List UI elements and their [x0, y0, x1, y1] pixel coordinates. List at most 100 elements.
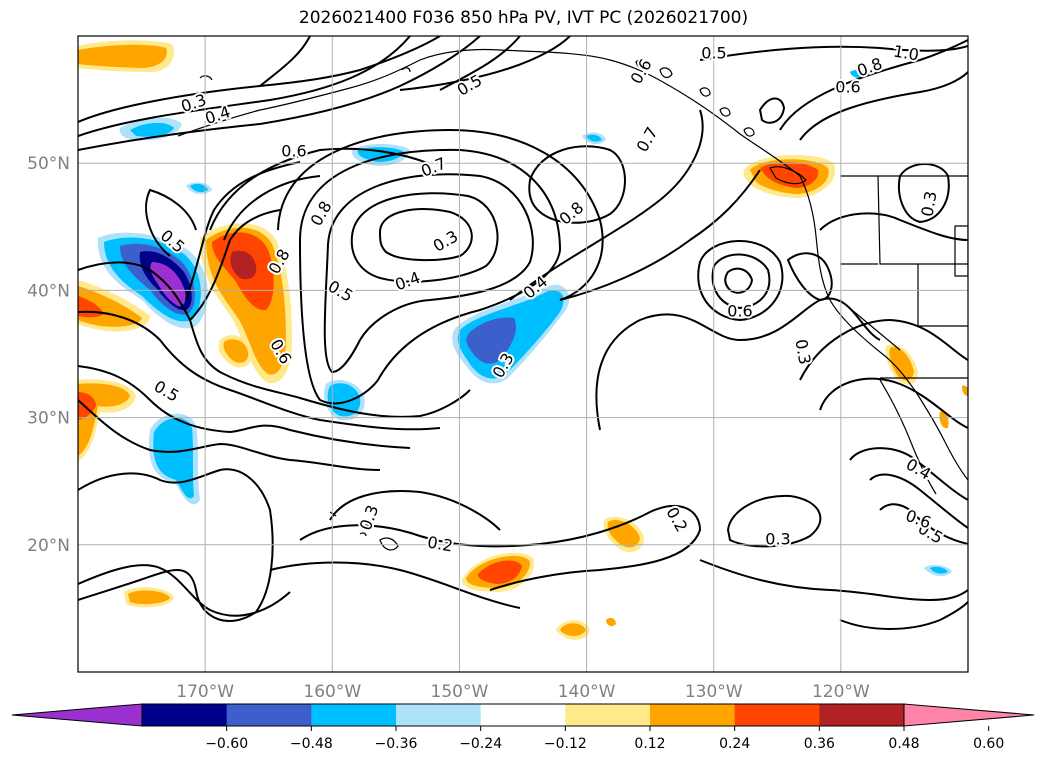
gridlines: [78, 36, 968, 672]
island: [743, 127, 755, 137]
shade-positive: [939, 411, 949, 429]
island: [359, 532, 367, 537]
shade-negative: [850, 69, 866, 79]
contour-value-label: 0.5: [701, 44, 726, 63]
shade-negative: [930, 566, 948, 574]
longitude-labels: 170°W 160°W 150°W 140°W 130°W 120°W: [176, 682, 870, 702]
lon-tick-label: 120°W: [812, 682, 870, 702]
contour-value-label: 0.6: [627, 56, 656, 88]
contour-line: [711, 253, 771, 310]
contour-line: [758, 97, 786, 124]
contour-value-label: 0.2: [426, 532, 454, 555]
contour-line: [78, 399, 381, 471]
contour-line: [78, 36, 441, 123]
contour-value-label: 0.5: [325, 277, 357, 306]
island: [401, 67, 411, 73]
shade-negative: [190, 183, 208, 193]
colorbar-tick-label: −0.36: [375, 736, 418, 752]
contour-line: [439, 36, 521, 91]
island: [769, 166, 807, 185]
contour-line: [259, 36, 311, 87]
contour-line: [724, 267, 754, 294]
colorbar-swatch: [311, 704, 397, 726]
island: [699, 87, 711, 97]
contour-value-label: 0.3: [430, 227, 462, 256]
contour-line: [350, 192, 499, 283]
contour-value-label: 0.8: [307, 198, 336, 230]
island: [719, 107, 731, 117]
contour-line: [185, 161, 301, 301]
lat-tick-label: 20°N: [27, 536, 70, 556]
colorbar-tick-label: 0.60: [973, 736, 1004, 752]
lon-tick-label: 170°W: [176, 682, 234, 702]
contour-line: [209, 147, 431, 231]
lon-tick-label: 140°W: [558, 682, 616, 702]
island: [635, 59, 647, 69]
colorbar-tick-label: 0.36: [804, 736, 835, 752]
contour-value-label: 0.8: [556, 198, 588, 229]
coastlines: [177, 48, 968, 551]
shade-positive: [230, 250, 257, 280]
contour-line: [223, 175, 321, 241]
colorbar-swatch: [650, 704, 736, 726]
colorbar-tick-label: 0.24: [719, 736, 750, 752]
colorbar-swatch: [480, 704, 566, 726]
contour-line: [399, 36, 571, 91]
contour-line: [145, 188, 197, 257]
colorbar-swatch: [819, 704, 905, 726]
contour-line: [78, 468, 274, 622]
contour-value-label: 0.6: [835, 78, 860, 97]
shaded-fields: [78, 40, 968, 640]
colorbar-tick-label: −0.60: [205, 736, 248, 752]
contour-line: [528, 145, 626, 224]
contour-value-label: 0.4: [903, 455, 935, 484]
contour-line: [189, 209, 281, 321]
contour-line: [898, 163, 950, 224]
contour-line: [78, 36, 411, 137]
contour-value-label: 0.8: [854, 54, 884, 81]
contour-value-label: 0.3: [356, 502, 383, 532]
lon-tick-label: 130°W: [685, 682, 743, 702]
colorbar-extend-low: [11, 703, 143, 727]
contour-line: [699, 45, 968, 61]
contour-value-label: 0.6: [727, 302, 752, 321]
contour-lines: [78, 36, 968, 630]
colorbar: −0.60 −0.48 −0.36 −0.24 −0.12 0.12 0.24 0.36 0.4…: [11, 703, 1035, 752]
contour-line: [509, 109, 704, 301]
state-border: [917, 264, 968, 327]
colorbar-tick-label: −0.24: [459, 736, 502, 752]
contour-line: [869, 473, 968, 529]
latitude-labels: 50°N 40°N 30°N 20°N: [27, 154, 70, 556]
shade-negative: [150, 262, 186, 307]
contour-line: [78, 310, 441, 431]
lat-tick-label: 50°N: [27, 154, 70, 174]
contour-line: [78, 261, 471, 418]
shade-positive: [78, 392, 96, 420]
colorbar-tick-label: 0.48: [888, 736, 919, 752]
contour-value-label: 0.3: [791, 338, 814, 366]
lat-tick-label: 30°N: [27, 409, 70, 429]
colorbar-tick-label: −0.12: [544, 736, 587, 752]
island: [379, 537, 399, 551]
contour-line: [819, 377, 968, 429]
state-border: [954, 225, 968, 277]
shade-positive: [128, 590, 170, 605]
map-frame: [77, 35, 969, 673]
contour-line: [78, 365, 411, 449]
colorbar-swatch: [226, 704, 312, 726]
contour-line: [269, 561, 521, 609]
shade-positive: [962, 385, 968, 396]
contour-value-label: 0.7: [633, 124, 662, 156]
shade-negative: [153, 417, 194, 499]
shade-positive: [478, 560, 522, 584]
contour-value-label: 0.3: [765, 530, 790, 549]
contour-line: [298, 148, 562, 405]
lon-tick-label: 150°W: [431, 682, 489, 702]
coastline-baja: [879, 379, 937, 495]
contour-line: [819, 212, 968, 241]
contour-line: [879, 503, 968, 545]
shade-positive: [560, 623, 586, 636]
contour-line: [799, 71, 968, 141]
contour-value-label: 0.7: [418, 153, 449, 180]
